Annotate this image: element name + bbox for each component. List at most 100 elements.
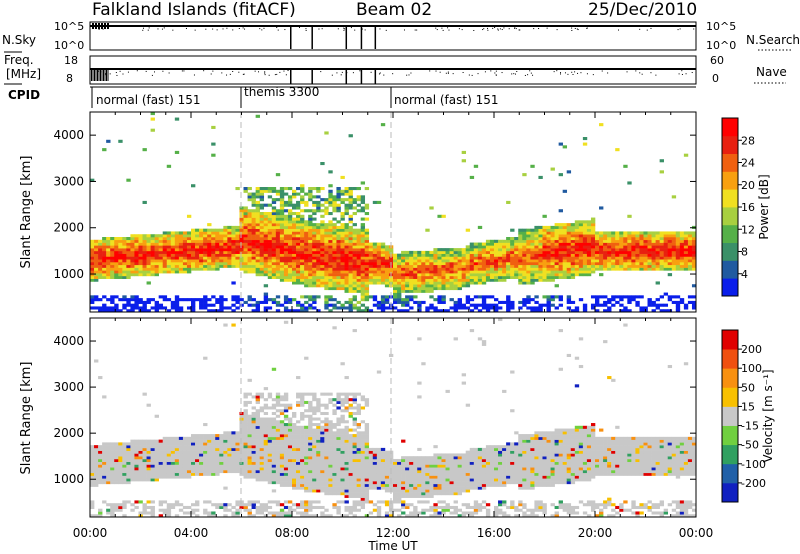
range-cell [292,195,297,199]
range-cell [465,270,471,274]
range-cell [243,464,248,468]
range-cell [356,264,361,268]
range-cell [510,259,515,263]
range-cell [110,245,115,249]
cpid-label: CPID [8,88,40,102]
range-cell [263,284,269,288]
range-cell [267,478,273,482]
range-cell [300,436,305,440]
colorbar-tick-label: 24 [741,157,755,170]
nave-point [264,74,266,76]
range-cell [150,306,155,310]
range-cell [207,511,212,515]
range-cell [279,198,285,202]
range-cell [494,298,499,302]
range-cell [126,270,131,274]
range-cell [582,228,588,232]
range-cell [162,450,168,454]
range-cell [566,273,572,277]
range-cell [300,273,305,277]
range-cell [340,189,345,193]
range-cell [485,239,491,243]
range-cell [255,456,260,460]
range-cell [312,278,317,282]
range-cell [316,234,321,238]
nsearch-point [586,27,588,29]
range-cell [243,414,248,418]
range-cell [235,456,240,460]
range-cell [251,431,256,435]
nave-point [352,72,354,74]
range-cell [235,436,240,440]
range-cell [546,273,551,277]
range-cell [296,376,301,380]
range-cell [134,467,139,471]
range-cell [667,239,673,243]
range-cell [679,250,685,254]
range-cell [461,270,467,274]
range-cell [401,253,406,257]
range-cell [380,270,386,274]
range-cell [126,262,131,266]
range-cell [239,500,244,504]
range-cell [582,239,588,243]
range-cell [235,500,240,504]
range-cell [138,447,143,451]
range-cell [90,259,95,263]
range-cell [449,275,454,279]
range-cell [118,237,123,241]
range-cell [106,450,111,454]
nave-point [567,73,569,75]
range-cell [413,278,418,282]
range-cell [518,256,523,260]
range-cell [308,439,313,443]
range-cell [296,220,301,224]
range-cell [239,253,244,257]
range-cell [271,475,277,479]
range-cell [279,231,285,235]
range-cell [106,464,111,468]
range-cell [510,273,515,277]
range-cell [599,245,604,249]
range-cell [300,309,305,313]
range-cell [679,298,685,302]
range-cell [267,461,273,465]
range-cell [251,420,256,424]
range-cell [308,231,313,235]
range-cell [174,245,180,249]
range-cell [607,245,612,249]
range-cell [352,259,357,263]
range-cell [90,298,95,302]
range-cell [413,264,418,268]
range-cell [582,248,588,252]
range-cell [494,273,499,277]
range-cell [259,250,265,254]
range-cell [195,508,200,512]
range-cell [308,198,313,202]
range-cell [279,220,285,224]
range-cell [283,192,289,196]
range-cell [574,256,580,260]
range-cell [506,264,511,268]
range-cell [263,300,269,304]
range-cell [376,242,382,246]
range-cell [348,234,353,238]
range-cell [243,212,248,216]
range-cell [453,273,458,277]
range-cell [203,470,208,474]
range-cell [530,273,535,277]
range-cell [174,445,180,449]
range-cell [259,458,265,463]
range-cell [344,273,349,277]
range-cell [106,298,111,302]
range-cell [255,234,260,238]
range-cell [219,245,224,249]
range-cell [292,470,297,474]
range-cell [328,231,333,235]
range-cell [243,420,248,424]
range-cell [489,270,495,274]
range-cell [255,505,260,509]
range-cell [271,434,277,438]
range-cell [178,250,184,254]
range-cell [122,259,127,263]
